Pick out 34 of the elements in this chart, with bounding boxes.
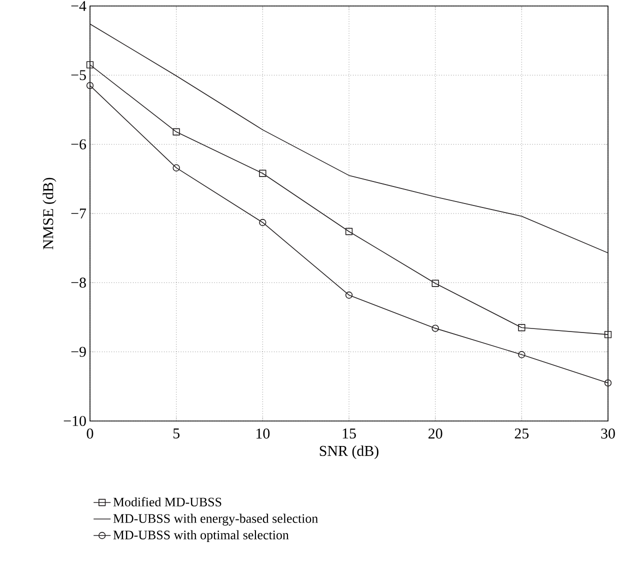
point (86, 61, 94, 68)
point (345, 228, 353, 236)
line-series (90, 24, 608, 254)
y-axis-title: NMSE (dB) (42, 178, 56, 250)
y-tick-label: −4 (71, 1, 86, 11)
legend-label: Modified MD-UBSS (113, 497, 222, 506)
point (432, 280, 439, 287)
x-tick-label: 25 (514, 428, 529, 439)
y-tick-label: −6 (71, 139, 86, 150)
point (86, 82, 94, 90)
x-tick-label: 5 (173, 428, 180, 438)
x-axis-title: SNR (dB) (320, 445, 378, 460)
point (172, 128, 180, 136)
x-tick-label: 20 (428, 428, 442, 439)
y-tick-label: −7 (71, 208, 86, 218)
point (518, 351, 526, 358)
y-tick-label: −8 (71, 278, 86, 288)
y-tick-label: −9 (71, 346, 86, 357)
x-tick-label: 15 (342, 428, 356, 439)
point (604, 379, 612, 387)
point (345, 292, 353, 299)
point (604, 330, 612, 338)
x-tick-label: 10 (256, 428, 270, 439)
point (259, 170, 266, 177)
x-tick-label: 30 (601, 428, 615, 439)
x-tick-label: 0 (86, 428, 94, 439)
point (172, 164, 180, 172)
point (259, 218, 266, 226)
point (518, 324, 526, 332)
y-tick-label: −5 (71, 70, 86, 80)
point (432, 324, 439, 332)
legend-label: MD-UBSS with optimal selection (113, 530, 289, 542)
y-tick-label: −10 (64, 416, 86, 426)
legend-label: MD-UBSS with energy-based selection (113, 514, 318, 526)
